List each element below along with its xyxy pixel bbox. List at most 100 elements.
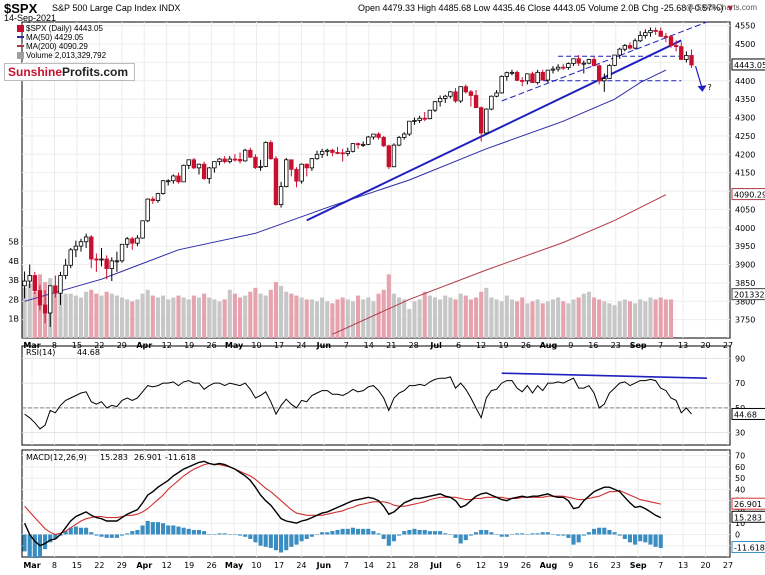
macd-tick-label: 0 bbox=[735, 530, 740, 539]
candle-body bbox=[89, 236, 94, 260]
candle-body bbox=[135, 237, 140, 244]
x-tick-label-price: 26 bbox=[207, 341, 217, 350]
candle-body bbox=[509, 71, 515, 74]
volume-bar bbox=[104, 291, 109, 338]
macd-histogram-bar bbox=[607, 529, 612, 535]
volume-bar bbox=[622, 299, 627, 338]
legend-volume-label: Volume 2,013,329,792 bbox=[26, 51, 107, 60]
volume-bar bbox=[335, 299, 340, 338]
macd-histogram-bar bbox=[561, 534, 566, 536]
candle-body bbox=[242, 149, 248, 162]
volume-bar bbox=[561, 301, 566, 338]
rsi-tick-label: 30 bbox=[735, 429, 745, 438]
price-tick-label: 3900 bbox=[735, 261, 755, 270]
macd-histogram-bar bbox=[304, 534, 309, 539]
candle-body bbox=[381, 136, 386, 147]
macd-histogram-bar bbox=[104, 534, 109, 538]
x-tick-label-price: 9 bbox=[568, 341, 573, 350]
x-tick-label-price: 12 bbox=[476, 341, 486, 350]
candle-body bbox=[648, 30, 653, 34]
volume-bar bbox=[299, 297, 304, 338]
x-tick-label-price: May bbox=[225, 341, 244, 350]
candle-body bbox=[350, 143, 356, 152]
macd-histogram-bar bbox=[222, 533, 227, 535]
candle-body bbox=[360, 143, 366, 146]
price-tick-label: 3750 bbox=[735, 316, 755, 325]
macd-signal-label-box bbox=[731, 497, 765, 510]
macd-title: MACD(12,26,9) bbox=[26, 453, 87, 462]
candle-body bbox=[278, 186, 284, 206]
volume-bar bbox=[438, 299, 443, 338]
index-name: S&P 500 Large Cap Index INDX bbox=[52, 3, 180, 13]
volume-bar bbox=[191, 295, 196, 338]
volume-bar bbox=[617, 301, 622, 338]
x-tick-label-macd: 9 bbox=[568, 561, 573, 570]
macd-histogram-bar bbox=[181, 527, 186, 535]
macd-histogram-bar bbox=[468, 534, 473, 536]
change-down-arrow: ▼ bbox=[725, 3, 735, 13]
volume-bar bbox=[545, 301, 550, 338]
macd-histogram-bar bbox=[268, 534, 273, 548]
rsi-tick-label: 90 bbox=[735, 354, 745, 363]
volume-bar bbox=[171, 297, 176, 338]
x-tick-label-macd: 7 bbox=[658, 561, 663, 570]
volume-bar bbox=[145, 289, 150, 338]
x-tick-label-macd: 24 bbox=[296, 561, 306, 570]
macd-histogram-bar bbox=[345, 528, 350, 535]
x-tick-label-macd: 26 bbox=[521, 561, 531, 570]
macd-signal-value: 26.901 bbox=[134, 453, 162, 462]
macd-histogram-bar bbox=[381, 534, 386, 539]
candle-body bbox=[412, 120, 417, 122]
candle-body bbox=[22, 280, 27, 287]
macd-value: 15.283 bbox=[100, 453, 128, 462]
macd-histogram-bar bbox=[443, 533, 448, 535]
stockcharts-watermark: @ StockCharts.com bbox=[685, 3, 757, 12]
volume-bar bbox=[78, 297, 84, 338]
macd-histogram-bar bbox=[314, 534, 320, 535]
macd-histogram-bar bbox=[371, 531, 376, 535]
ma200-value-label: 4090.29 bbox=[734, 191, 765, 200]
volume-bar bbox=[402, 299, 407, 338]
legend-volume: Volume 2,013,329,792 bbox=[17, 51, 106, 60]
candle-body bbox=[632, 40, 638, 49]
macd-histogram-bar bbox=[376, 533, 381, 535]
candle-body bbox=[42, 304, 48, 314]
macd-histogram-bar bbox=[520, 533, 525, 535]
macd-histogram-bar bbox=[586, 532, 591, 535]
x-tick-label-macd: 23 bbox=[611, 561, 621, 570]
volume-bar bbox=[530, 301, 535, 338]
volume-bar bbox=[53, 287, 58, 338]
volume-bar bbox=[586, 291, 591, 338]
x-tick-label-price: 29 bbox=[117, 341, 127, 350]
macd-histogram-bar bbox=[253, 534, 258, 543]
ohlc-values: Open 4479.33 High 4485.68 Low 4435.46 Cl… bbox=[358, 3, 724, 13]
candle-body bbox=[468, 91, 474, 96]
volume-bar bbox=[58, 291, 63, 338]
macd-line bbox=[23, 460, 661, 547]
volume-bar bbox=[99, 295, 104, 338]
candle-body bbox=[407, 120, 412, 135]
volume-bar bbox=[658, 297, 663, 338]
volume-bar bbox=[161, 295, 166, 338]
volume-bar bbox=[309, 299, 314, 338]
macd-histogram-bar bbox=[176, 526, 181, 535]
candle-body bbox=[612, 54, 617, 66]
candle-body bbox=[535, 71, 540, 84]
candle-body bbox=[140, 220, 145, 239]
volume-bar bbox=[417, 299, 422, 338]
volume-tick-label: 3B bbox=[8, 276, 19, 285]
volume-bar bbox=[432, 297, 438, 338]
candle-body bbox=[443, 95, 448, 99]
macd-histogram-bar bbox=[540, 532, 545, 535]
x-tick-label-price: 6 bbox=[456, 341, 461, 350]
x-tick-label-macd: 29 bbox=[117, 561, 127, 570]
price-tick-label: 4300 bbox=[735, 114, 755, 123]
x-tick-label-price: 7 bbox=[658, 341, 663, 350]
candle-body bbox=[345, 150, 350, 154]
candle-body bbox=[335, 152, 340, 154]
macd-tick-label: 50 bbox=[735, 474, 745, 483]
candle-body bbox=[217, 158, 222, 163]
x-tick-label-price: 17 bbox=[274, 341, 284, 350]
price-tick-label: 4000 bbox=[735, 224, 755, 233]
candle-body bbox=[504, 72, 510, 77]
